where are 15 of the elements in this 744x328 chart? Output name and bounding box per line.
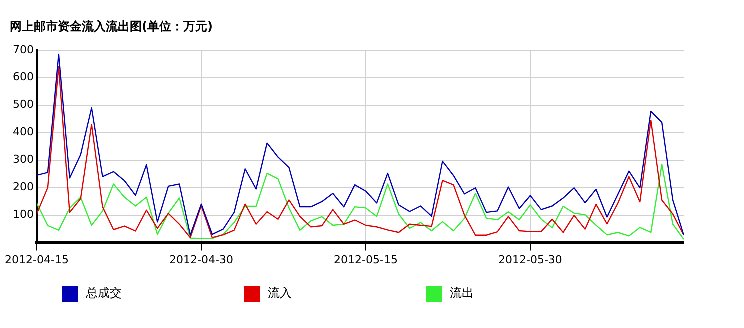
y-tick-label: 500 (12, 98, 34, 112)
y-tick-label: 600 (12, 70, 34, 84)
y-tick-label: 100 (12, 208, 34, 222)
x-tick-label: 2012-04-15 (5, 253, 69, 266)
x-tick-label: 2012-05-30 (498, 253, 562, 266)
y-tick-label: 300 (12, 153, 34, 166)
y-tick-label: 400 (12, 126, 34, 139)
legend-label: 总成交 (86, 285, 122, 302)
y-tick-label: 200 (12, 180, 34, 194)
y-tick-label: 700 (12, 43, 34, 56)
legend-label: 流入 (268, 285, 292, 302)
x-tick-label: 2012-05-15 (334, 253, 398, 266)
chart-title: 网上邮市资金流入流出图(单位：万元) (10, 19, 213, 34)
x-tick-label: 2012-04-30 (170, 253, 234, 266)
legend-label: 流出 (450, 285, 474, 302)
